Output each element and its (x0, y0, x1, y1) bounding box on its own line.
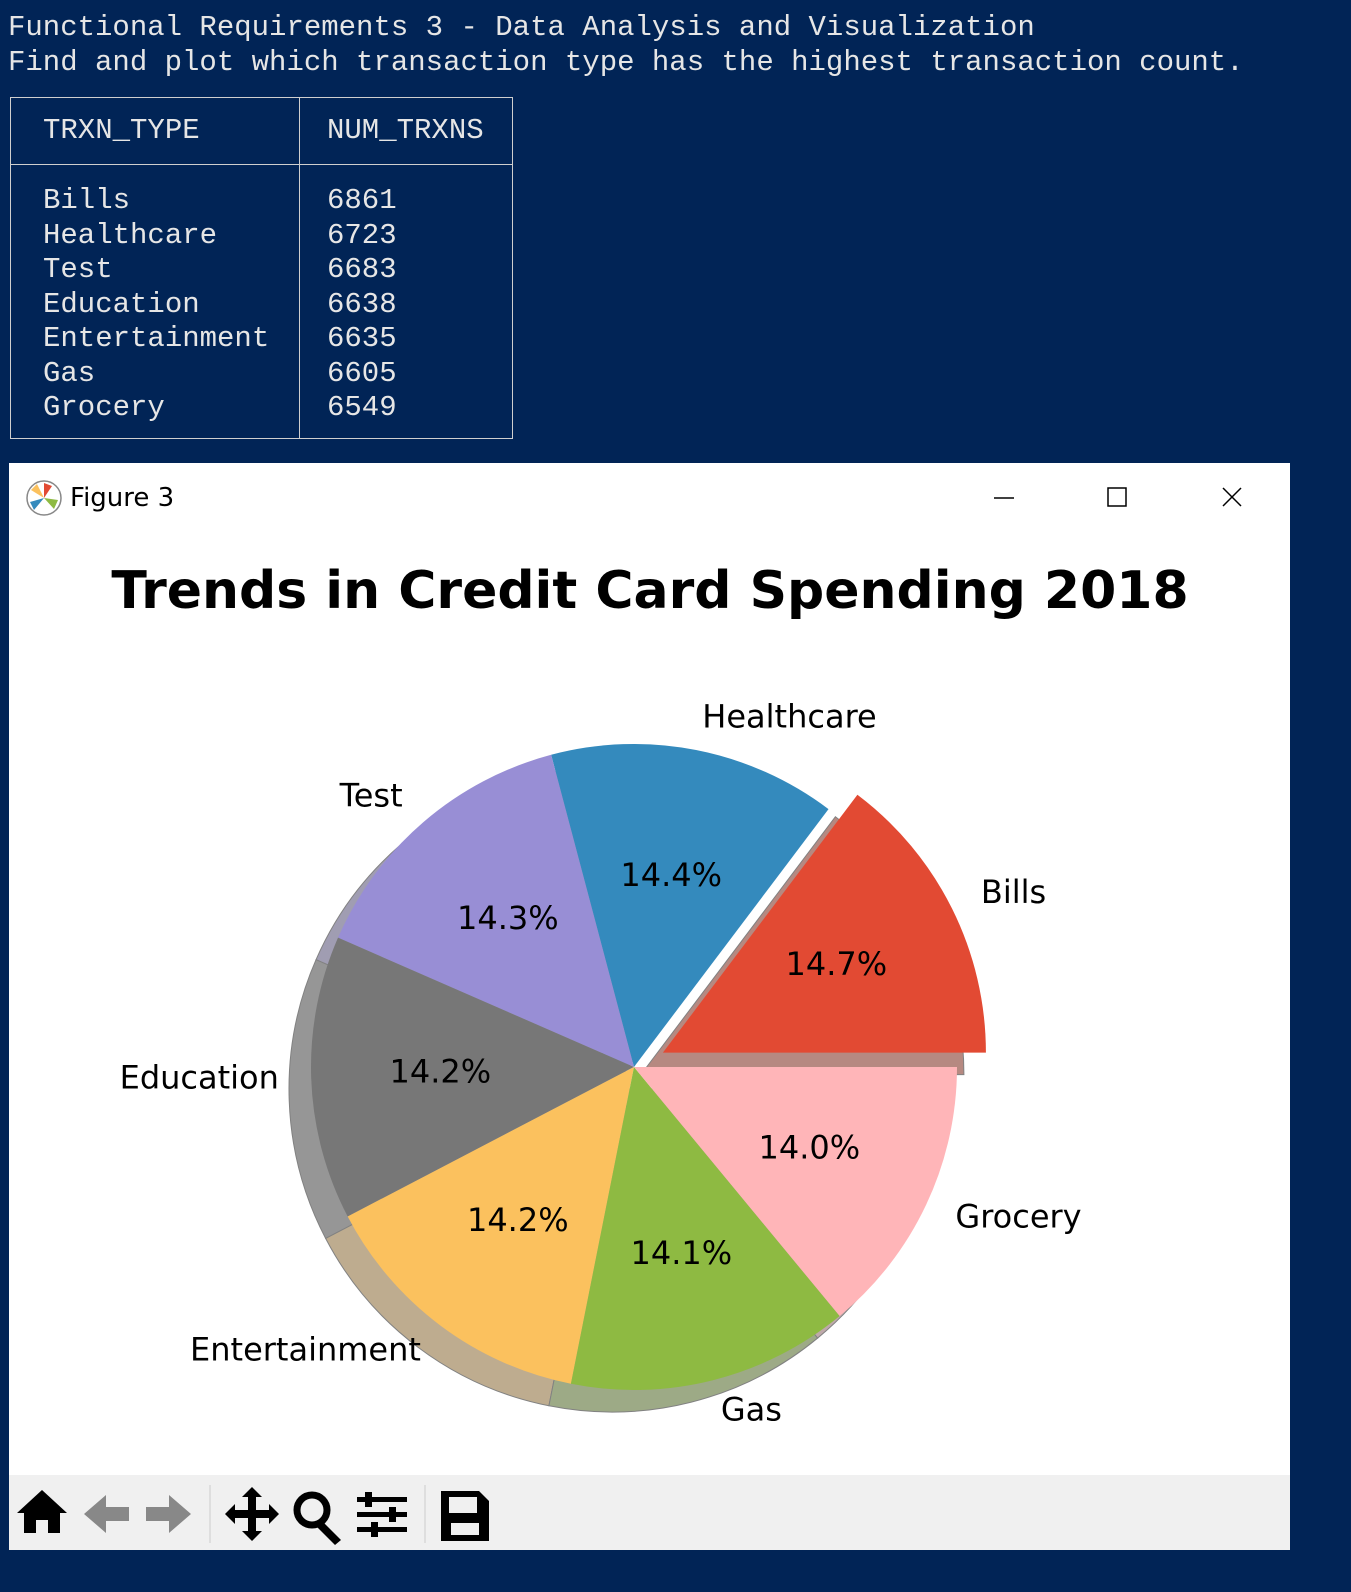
wedge (662, 794, 986, 1053)
chart-title: Trends in Credit Card Spending 2018 (111, 561, 1188, 621)
table-cell: 6638 (327, 287, 397, 321)
slice-label: Grocery (955, 1197, 1081, 1235)
table-cell: 6723 (327, 218, 397, 252)
chart: Trends in Credit Card Spending 2018 Bill… (111, 561, 1188, 1429)
table-cell: Healthcare (43, 218, 218, 252)
table-cell: 6605 (327, 356, 397, 390)
save-button[interactable] (441, 1491, 489, 1541)
text-table: TRXN_TYPE NUM_TRXNS Bills 6861 Healthcare 6… (10, 97, 513, 439)
percent-label: 14.4% (620, 856, 722, 894)
percent-label: 14.7% (786, 945, 888, 983)
percent-label: 14.0% (758, 1129, 860, 1167)
slice-label: Bills (981, 873, 1046, 911)
percent-label: 14.2% (467, 1201, 569, 1239)
table-cell: Grocery (43, 391, 165, 424)
table-cell: 6549 (327, 391, 397, 424)
forward-button[interactable] (146, 1495, 191, 1533)
wedge (338, 754, 634, 1067)
table-cell: Gas (43, 356, 96, 390)
pan-button[interactable] (225, 1487, 279, 1541)
zoom-button[interactable] (293, 1491, 331, 1529)
slice-label: Education (120, 1058, 279, 1096)
table-cell: Bills (43, 184, 131, 217)
window-controls (994, 487, 1242, 507)
app-icon (26, 480, 62, 516)
maximize-button[interactable] (1107, 487, 1127, 507)
terminal-line: Functional Requirements 3 - Data Analysi… (8, 11, 1035, 44)
slice-label: Entertainment (190, 1330, 421, 1368)
back-button[interactable] (84, 1495, 129, 1533)
table-cell: 6861 (327, 184, 397, 217)
configure-button[interactable] (357, 1492, 407, 1537)
wedge (634, 1067, 957, 1317)
window-title: Figure 3 (70, 483, 175, 513)
toolbar-icons (17, 1485, 489, 1545)
wedge (311, 937, 634, 1217)
terminal-line: Find and plot which transaction type has… (8, 46, 1244, 79)
toolbar (9, 1475, 1290, 1550)
table-cell: 6683 (327, 253, 397, 286)
home-button[interactable] (17, 1490, 67, 1533)
title-bar: Figure 3 (9, 463, 1290, 533)
column-separator (299, 98, 300, 438)
slice-label: Test (339, 776, 403, 814)
wedge (551, 744, 829, 1067)
percent-label: 14.2% (389, 1053, 491, 1091)
slice-label: Healthcare (702, 697, 876, 735)
table-cell: Education (43, 287, 200, 321)
percent-label: 14.1% (631, 1234, 733, 1272)
wedge (347, 1067, 634, 1384)
table-cell: Entertainment (43, 322, 270, 355)
close-button[interactable] (1222, 487, 1242, 507)
table-header: NUM_TRXNS (327, 114, 484, 147)
table-cell: 6635 (327, 322, 397, 355)
percent-label: 14.3% (457, 899, 559, 937)
header-separator (11, 164, 512, 165)
table-header: TRXN_TYPE (43, 114, 200, 147)
table-cell: Test (43, 253, 113, 286)
wedge (570, 1067, 840, 1390)
slice-label: Gas (721, 1391, 782, 1429)
